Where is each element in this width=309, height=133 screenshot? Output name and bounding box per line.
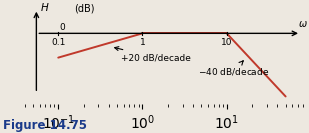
Text: +20 dB/decade: +20 dB/decade (115, 47, 190, 62)
Text: 0: 0 (59, 22, 65, 32)
Text: $H$: $H$ (40, 1, 49, 13)
Text: (dB): (dB) (74, 3, 95, 13)
Text: $\omega$ (rad/s): $\omega$ (rad/s) (298, 17, 309, 30)
Text: 0.1: 0.1 (51, 38, 66, 47)
Text: $-$40 dB/decade: $-$40 dB/decade (197, 61, 269, 77)
Text: 10: 10 (221, 38, 232, 47)
Text: Figure 14.75: Figure 14.75 (3, 119, 87, 132)
Text: 1: 1 (140, 38, 145, 47)
